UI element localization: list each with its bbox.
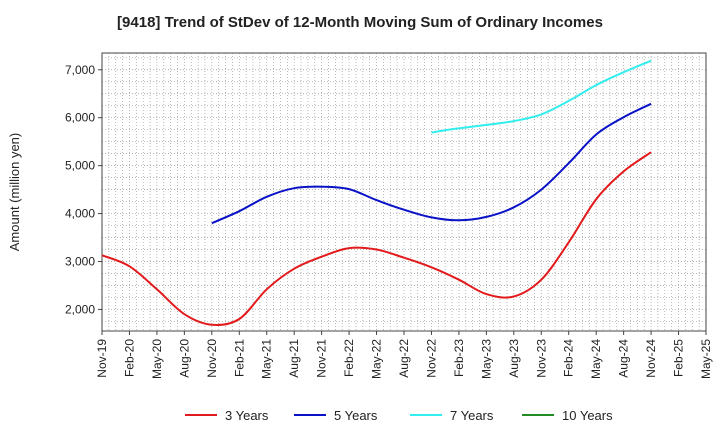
x-tick-label: Feb-25 — [672, 339, 686, 377]
x-tick-label: May-25 — [699, 339, 713, 379]
x-tick-label: Aug-23 — [507, 339, 521, 378]
y-tick-label: 7,000 — [65, 63, 95, 77]
x-tick-label: Nov-21 — [315, 339, 329, 378]
y-tick-label: 5,000 — [65, 159, 95, 173]
y-tick-label: 4,000 — [65, 207, 95, 221]
x-tick-label: Feb-20 — [122, 339, 136, 377]
legend-label-5-years: 5 Years — [334, 408, 378, 423]
x-tick-label: May-22 — [370, 339, 384, 379]
series-line-3-years — [101, 151, 652, 327]
x-tick-label: Nov-22 — [424, 339, 438, 378]
x-tick-label: May-21 — [260, 339, 274, 379]
y-tick-label: 2,000 — [65, 302, 95, 316]
y-tick-label: 3,000 — [65, 255, 95, 269]
x-tick-label: Feb-22 — [342, 339, 356, 377]
legend-label-7-years: 7 Years — [450, 408, 494, 423]
x-tick-label: May-23 — [479, 339, 493, 379]
x-tick-label: Aug-20 — [177, 339, 191, 378]
x-tick-label: Feb-21 — [232, 339, 246, 377]
x-tick-label: Feb-24 — [562, 339, 576, 377]
x-tick-label: Nov-23 — [534, 339, 548, 378]
legend-label-10-years: 10 Years — [562, 408, 613, 423]
x-tick-label: May-24 — [589, 339, 603, 379]
x-tick-label: May-20 — [150, 339, 164, 379]
x-tick-label: Aug-24 — [617, 339, 631, 378]
legend-label-3-years: 3 Years — [225, 408, 269, 423]
chart-title: [9418] Trend of StDev of 12-Month Moving… — [117, 14, 603, 31]
series-line-5-years — [211, 102, 652, 225]
x-tick-label: Aug-21 — [287, 339, 301, 378]
series-line-7-years — [431, 59, 652, 134]
x-tick-label: Nov-24 — [644, 339, 658, 378]
x-tick-label: Aug-22 — [397, 339, 411, 378]
x-tick-label: Nov-20 — [205, 339, 219, 378]
y-tick-label: 6,000 — [65, 111, 95, 125]
x-tick-label: Nov-19 — [95, 339, 109, 378]
x-tick-label: Feb-23 — [452, 339, 466, 377]
y-axis-label: Amount (million yen) — [7, 133, 22, 252]
